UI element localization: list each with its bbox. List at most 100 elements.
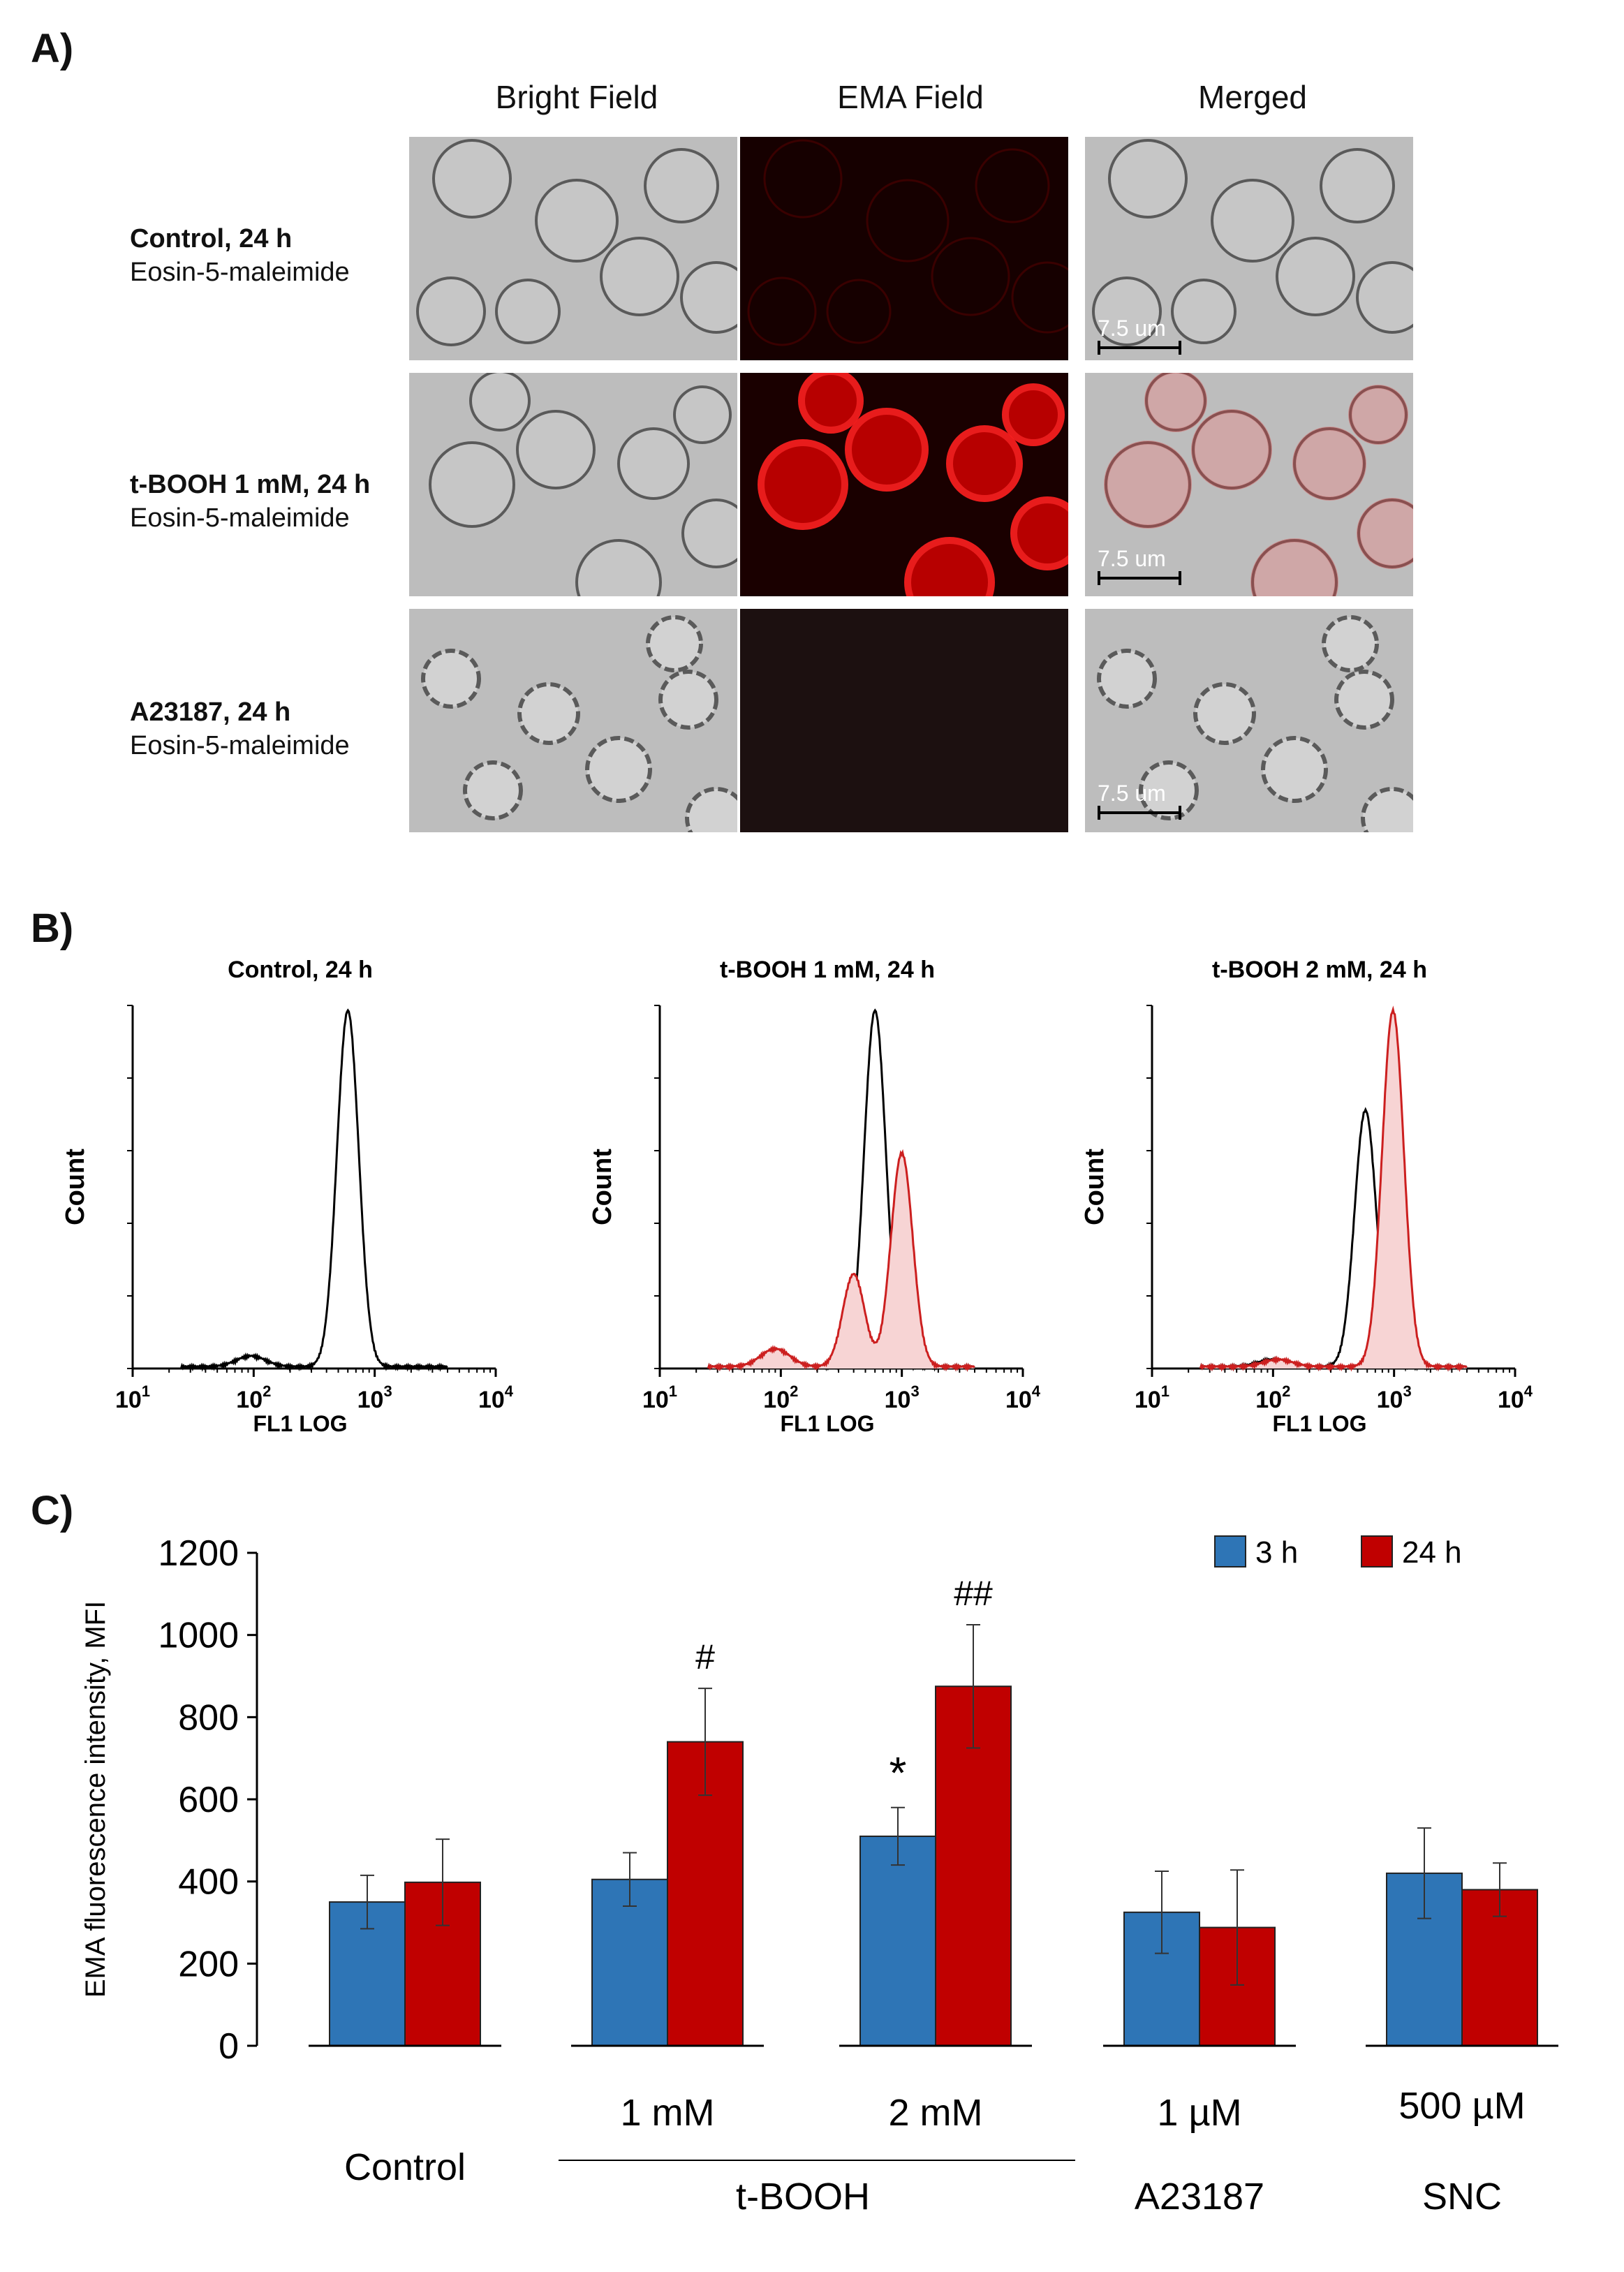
category-label: Control [344,2146,466,2188]
micrograph-svg [409,137,737,360]
tick-exponent: 1 [1161,1382,1169,1400]
merged-image [1085,137,1413,360]
merged-image [1085,373,1413,596]
x-tick-label: 101 [1135,1382,1169,1413]
merged-overlay [1357,498,1413,569]
cell [575,539,662,596]
row-title: Control, 24 h [130,224,293,253]
cell [658,670,718,730]
panel-a-letter: A) [31,26,74,71]
cell [1356,261,1413,334]
row-label-a23187: A23187, 24 h Eosin-5-maleimide [130,695,350,762]
scale-label: 7.5 um [1098,546,1166,571]
cell [463,760,523,820]
x-tick-label: 102 [236,1382,271,1413]
tick-exponent: 4 [1524,1382,1533,1400]
histogram-title: t-BOOH 1 mM, 24 h [720,957,935,983]
cell [1293,427,1366,500]
tick-exponent: 3 [383,1382,392,1400]
merged-overlay [1191,409,1272,490]
x-axis-label: FL1 LOG [1272,1411,1366,1436]
y-axis-label: Count [1080,1149,1109,1225]
y-tick-label: 200 [178,1944,239,1984]
cell [421,649,481,709]
scale-label: 7.5 um [1098,316,1166,341]
category-label: 1 µM [1157,2092,1241,2134]
y-tick-label: 0 [219,2026,239,2067]
cell [1261,736,1328,803]
cell [617,427,690,500]
ema-bar-chart: 0 200 400 600 800 1000 1200 EMA fluorescence in… [80,1533,1558,2218]
y-tick-label: 800 [178,1697,239,1738]
ema-cell [866,179,950,263]
y-tick-label: 1200 [158,1533,239,1574]
group-label: t-BOOH [736,2176,870,2218]
ema-cell [763,139,843,219]
cell [1334,670,1394,730]
x-axis-label: FL1 LOG [780,1411,874,1436]
x-axis-label: FL1 LOG [253,1411,347,1436]
row-label-tbooh: t-BOOH 1 mM, 24 h Eosin-5-maleimide [130,468,370,535]
cell [644,148,719,223]
ema-cell [975,148,1050,223]
ema-field-image [740,137,1068,360]
micrograph-svg [409,373,737,596]
histogram-line [179,1008,448,1372]
merged-image [1085,609,1413,832]
cell [600,237,679,316]
tick-exponent: 2 [263,1382,271,1400]
cell [1251,539,1338,596]
bright-field-image [409,373,737,596]
micrograph-svg [1085,137,1413,360]
cell [516,410,596,489]
cell [517,682,580,745]
legend-swatch [1361,1535,1393,1567]
x-tick-label: 103 [357,1382,392,1413]
ema-background [740,137,1068,360]
histogram-title: t-BOOH 2 mM, 24 h [1212,957,1427,983]
cell [432,139,512,219]
cell [1320,148,1395,223]
cell [685,787,737,832]
merged-overlay [1144,373,1207,432]
histogram-line [1199,1005,1468,1372]
ema-background [740,609,1068,832]
cell [1139,760,1199,820]
y-axis-label: Count [61,1149,90,1225]
tick-exponent: 3 [1403,1382,1411,1400]
micrograph-svg [409,609,737,832]
histogram-plot: t-BOOH 2 mM, 24 h 101 102 103 104 FL1 LOG Coun… [1080,957,1533,1436]
merged-overlay [1292,427,1366,501]
scale-bar-row3: 7.5 um [1098,781,1181,820]
cell [1192,410,1271,489]
cell [469,373,531,431]
cell [1108,139,1188,219]
x-tick-label: 102 [1255,1382,1290,1413]
scale-bar-row1: 7.5 um [1098,316,1181,355]
y-axis-label: EMA fluorescence intensity, MFI [80,1601,111,1998]
significance-mark: ## [954,1574,993,1613]
micrograph-svg [1085,609,1413,832]
ema-cell [1002,383,1065,446]
group-label: A23187 [1135,2176,1264,2218]
y-tick-label: 600 [178,1780,239,1820]
histogram-plot: t-BOOH 1 mM, 24 h 101 102 103 104 FL1 LOG Coun… [588,957,1041,1436]
cell [1276,237,1355,316]
x-tick-label: 104 [1498,1382,1533,1413]
x-tick-label: 103 [885,1382,920,1413]
histogram-line [707,1149,975,1372]
bright-field-image [409,137,737,360]
ema-cell [1011,261,1068,334]
tick-exponent: 4 [1032,1382,1041,1400]
ema-cell [904,537,995,596]
cell [1171,279,1237,344]
histogram-plot: Control, 24 h 101 102 103 104 FL1 LOG Count [61,957,514,1436]
bar [859,1835,936,2046]
x-tick-label: 101 [642,1382,677,1413]
cell [585,736,652,803]
cell [1105,441,1191,528]
group-label: SNC [1422,2176,1502,2218]
ema-cell [747,276,817,346]
merged-overlay [1104,441,1192,529]
scale-bar-line [1098,806,1181,820]
